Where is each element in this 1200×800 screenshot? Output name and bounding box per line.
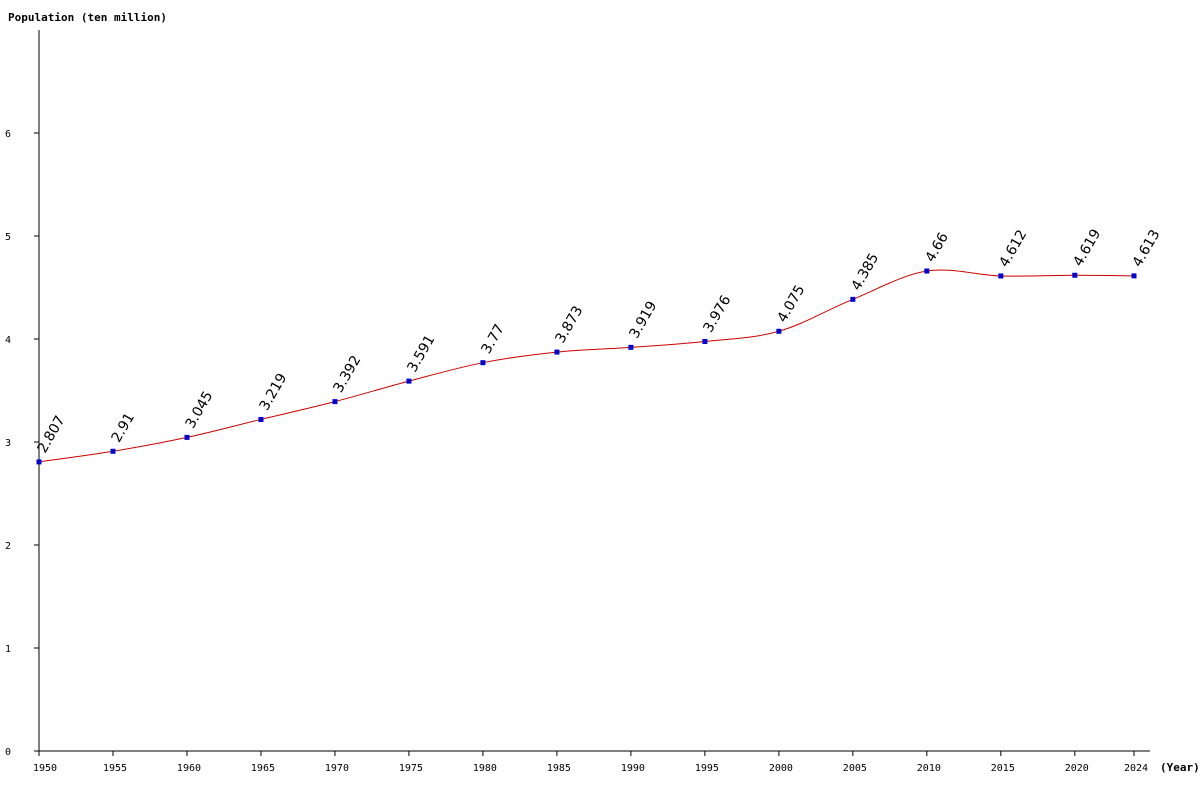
- y-axis-title: Population (ten million): [8, 11, 167, 24]
- data-point: [850, 296, 856, 302]
- y-tick-label: 5: [5, 232, 11, 243]
- data-point: [258, 416, 264, 422]
- data-point: [702, 338, 708, 344]
- data-label: 3.77: [479, 322, 508, 357]
- data-labels: 2.807 2.91 3.045 3.219 3.392 3.591 3.77 3.873 3.…: [35, 227, 1164, 456]
- x-tick-label: 2020: [1065, 763, 1089, 774]
- data-point: [776, 328, 782, 334]
- data-label: 4.612: [996, 227, 1030, 270]
- x-tick-label: 1995: [695, 763, 719, 774]
- population-line: [38, 269, 1135, 463]
- data-label: 4.385: [848, 251, 882, 294]
- x-tick-label: 2024: [1124, 763, 1148, 774]
- y-tick-label: 2: [5, 541, 11, 552]
- data-label: 4.613: [1130, 227, 1164, 270]
- data-label: 3.392: [331, 353, 365, 396]
- data-point: [36, 459, 42, 465]
- y-axis-ticks: 0 1 2 3 4 5 6: [5, 129, 39, 758]
- data-point-markers: [36, 268, 1137, 465]
- x-tick-label: 1985: [547, 763, 571, 774]
- data-point: [628, 344, 634, 350]
- data-point: [184, 434, 190, 440]
- data-point: [554, 349, 560, 355]
- data-point: [480, 360, 486, 366]
- y-tick-label: 6: [5, 129, 11, 140]
- x-tick-label: 1950: [33, 763, 57, 774]
- x-tick-label: 1960: [177, 763, 201, 774]
- x-axis-title: (Year): [1160, 761, 1200, 774]
- data-label: 3.045: [183, 389, 217, 432]
- data-label: 2.807: [35, 413, 69, 456]
- y-tick-label: 0: [5, 747, 11, 758]
- data-label: 4.075: [774, 283, 808, 326]
- x-tick-label: 2005: [843, 763, 867, 774]
- x-tick-label: 2000: [769, 763, 793, 774]
- x-tick-label: 1975: [399, 763, 423, 774]
- data-label: 3.976: [700, 293, 734, 336]
- data-point: [332, 399, 338, 405]
- x-tick-label: 2015: [991, 763, 1015, 774]
- data-point: [110, 448, 116, 454]
- data-label: 2.91: [109, 410, 138, 445]
- data-label: 4.619: [1070, 227, 1104, 270]
- data-label: 3.873: [553, 303, 587, 346]
- data-label: 3.219: [257, 371, 291, 414]
- data-label: 4.66: [922, 230, 951, 265]
- data-label: 3.591: [405, 332, 439, 375]
- data-label: 3.919: [626, 299, 660, 342]
- data-point: [998, 273, 1004, 279]
- x-tick-label: 1990: [621, 763, 645, 774]
- data-point: [406, 378, 412, 384]
- data-point: [1131, 273, 1137, 279]
- x-axis-ticks: 1950 1955 1960 1965 1970 1975 1980 1985 1990 1995…: [33, 751, 1148, 774]
- x-tick-label: 1955: [103, 763, 127, 774]
- data-point: [924, 268, 930, 274]
- x-tick-label: 1980: [473, 763, 497, 774]
- y-tick-label: 4: [5, 335, 11, 346]
- x-tick-label: 2010: [917, 763, 941, 774]
- y-tick-label: 3: [5, 438, 11, 449]
- y-tick-label: 1: [5, 644, 11, 655]
- data-point: [1072, 272, 1078, 278]
- x-tick-label: 1970: [325, 763, 349, 774]
- x-tick-label: 1965: [251, 763, 275, 774]
